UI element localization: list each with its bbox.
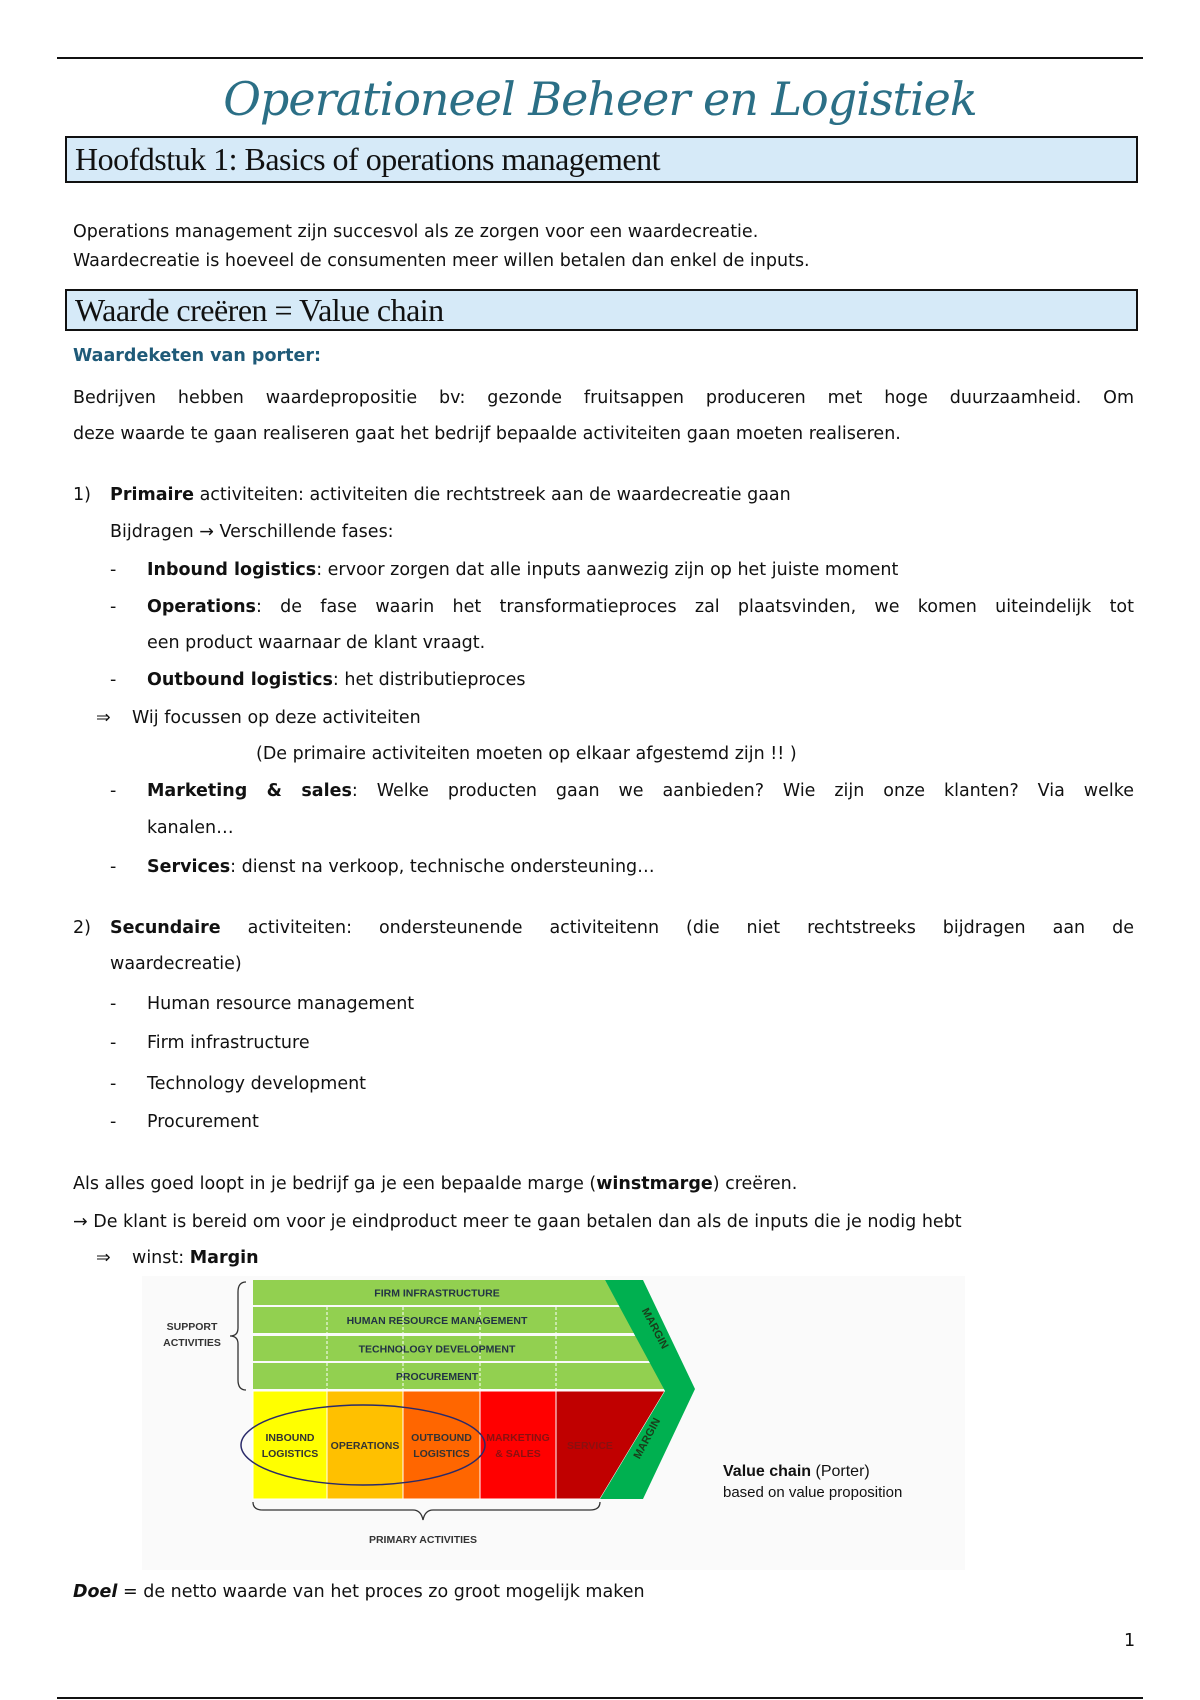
margin-line: → De klant is bereid om voor je eindprod… [73,1212,962,1232]
caption-rest: (Porter) [811,1463,870,1480]
focus-line: Wij focussen op deze activiteiten [132,708,421,728]
primary-activity-label: LOGISTICS [413,1448,470,1460]
caption-bold: Value chain [723,1463,811,1480]
primary-activity-label: LOGISTICS [262,1448,319,1460]
bullet: - [110,1074,117,1094]
list-line: een product waarnaar de klant vraagt. [147,633,486,653]
top-rule [57,57,1143,59]
primary-activity-label: & SALES [495,1448,541,1460]
list-item: Inbound logistics: ervoor zorgen dat all… [147,559,898,581]
text: = de netto waarde van het proces zo groo… [117,1582,645,1602]
support-row [253,1280,619,1305]
list-item: Procurement [147,1112,259,1132]
bold-term: Inbound logistics [147,560,317,580]
bold-term: Marketing & sales [147,781,352,801]
bullet: - [110,670,117,690]
bullet: - [110,857,117,877]
bullet: - [110,781,117,801]
primary-activity-label: MARKETING [486,1432,550,1444]
bullet: - [110,560,117,580]
intro-line: Waardecreatie is hoeveel de consumenten … [73,251,810,271]
primary-activity-inbound [252,1390,328,1500]
list-item: Marketing & sales: Welke producten gaan … [147,780,1134,802]
support-row [253,1307,635,1333]
caption: Value chain (Porter) [723,1463,870,1480]
chapter-heading: Hoofdstuk 1: Basics of operations manage… [65,136,1138,183]
list-item: Human resource management [147,994,415,1014]
bold-term: Operations [147,597,256,617]
bold-term: Primaire [110,485,194,505]
margin-line: winst: Margin [132,1247,259,1269]
text: : de fase waarin het transformatieproces… [255,597,1134,617]
section-heading: Waarde creëren = Value chain [65,289,1138,331]
list-number: 1) [73,485,91,505]
document-title: Operationeel Beheer en Logistiek [223,72,978,126]
support-label: SUPPORT [167,1321,218,1333]
subheading: Waardeketen van porter: [73,346,321,366]
text: : dienst na verkoop, technische onderste… [230,857,655,877]
bold-term: Doel [73,1582,118,1602]
list-number: 2) [73,918,91,938]
primary-activity-label: SERVICE [567,1440,613,1452]
list-line: waardecreatie) [110,954,242,974]
support-brace [229,1281,247,1391]
intro-line: Operations management zijn succesvol als… [73,222,759,242]
text: Als alles goed loopt in je bedrijf ga je… [73,1174,597,1194]
primary-brace [252,1501,601,1521]
implies-arrow-icon: ⇒ [96,1248,111,1268]
bold-term: Margin [189,1248,259,1268]
primary-activity-outbound [402,1390,481,1500]
primary-activity-label: OPERATIONS [331,1440,400,1452]
bullet: - [110,994,117,1014]
primary-label: PRIMARY ACTIVITIES [369,1534,477,1546]
primary-activity-marketing [479,1390,557,1500]
text: winst: [132,1248,190,1268]
text: activiteiten: ondersteunende activiteite… [220,918,1134,938]
list-item: Outbound logistics: het distributieproce… [147,669,525,691]
margin-line: Als alles goed loopt in je bedrijf ga je… [73,1173,797,1195]
support-activity-label: PROCUREMENT [396,1371,479,1383]
bottom-rule [57,1697,1143,1699]
text: : Welke producten gaan we aanbieden? Wie… [351,781,1134,801]
implies-arrow-icon: ⇒ [96,708,111,728]
list-item: Services: dienst na verkoop, technische … [147,856,655,878]
text: : ervoor zorgen dat alle inputs aanwezig… [316,560,899,580]
bold-term: winstmarge [596,1174,713,1194]
list-item-primary: Primaire activiteiten: activiteiten die … [110,484,791,506]
bold-term: Secundaire [110,918,221,938]
page-number: 1 [1124,1631,1136,1651]
bullet: - [110,1112,117,1132]
bullet: - [110,1033,117,1053]
support-row [253,1363,665,1389]
support-activity-label: FIRM INFRASTRUCTURE [374,1288,499,1300]
list-line: Bijdragen → Verschillende fases: [110,522,394,542]
support-row [253,1336,650,1361]
bold-term: Outbound logistics [147,670,333,690]
support-activity-label: TECHNOLOGY DEVELOPMENT [359,1344,516,1356]
text: activiteiten: activiteiten die rechtstre… [194,485,791,505]
text: ) creëren. [712,1174,798,1194]
note-line: (De primaire activiteiten moeten op elka… [256,744,797,764]
list-line: kanalen… [147,818,234,838]
paragraph-line: Bedrijven hebben waardepropositie bv: ge… [73,388,1134,408]
list-item: Technology development [147,1074,367,1094]
list-item-secondary: Secundaire activiteiten: ondersteunende … [110,917,1134,939]
margin-band [600,1280,695,1499]
caption-line: based on value proposition [723,1484,902,1501]
list-item: Firm infrastructure [147,1033,310,1053]
support-activity-label: HUMAN RESOURCE MANAGEMENT [347,1315,528,1327]
primary-activity-label: OUTBOUND [411,1432,472,1444]
doel-line: Doel = de netto waarde van het proces zo… [73,1581,645,1603]
list-item: Operations: de fase waarin het transform… [147,596,1134,618]
bold-term: Services [147,857,231,877]
focus-ellipse [240,1404,486,1486]
bullet: - [110,597,117,617]
paragraph-line: deze waarde te gaan realiseren gaat het … [73,424,901,444]
primary-activity-label: INBOUND [266,1432,315,1444]
text: : het distributieproces [332,670,526,690]
support-label: ACTIVITIES [163,1337,221,1349]
